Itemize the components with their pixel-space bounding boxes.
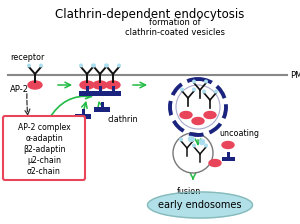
FancyBboxPatch shape — [226, 152, 230, 157]
Text: Clathrin-dependent endocytosis: Clathrin-dependent endocytosis — [55, 8, 245, 21]
Ellipse shape — [106, 81, 120, 89]
Ellipse shape — [80, 81, 94, 89]
Text: early endosomes: early endosomes — [158, 200, 242, 210]
FancyBboxPatch shape — [100, 103, 103, 108]
Text: AP-2: AP-2 — [10, 84, 29, 93]
FancyBboxPatch shape — [3, 116, 85, 180]
Text: σ2-chain: σ2-chain — [27, 167, 61, 176]
Circle shape — [204, 80, 208, 84]
Circle shape — [204, 144, 208, 147]
Text: β2-adaptin: β2-adaptin — [23, 145, 65, 154]
Text: α-adaptin: α-adaptin — [25, 134, 63, 143]
Circle shape — [79, 63, 83, 67]
Text: clathrin: clathrin — [107, 114, 137, 123]
Ellipse shape — [148, 192, 253, 218]
Circle shape — [104, 63, 108, 67]
Text: receptor: receptor — [10, 53, 44, 62]
Circle shape — [188, 136, 194, 142]
FancyBboxPatch shape — [82, 110, 85, 114]
FancyBboxPatch shape — [98, 86, 101, 91]
Circle shape — [192, 144, 196, 147]
Circle shape — [105, 63, 109, 67]
Circle shape — [214, 90, 218, 93]
Circle shape — [202, 90, 206, 93]
Text: fusion: fusion — [177, 187, 201, 196]
FancyBboxPatch shape — [79, 91, 95, 97]
Circle shape — [192, 88, 196, 91]
Ellipse shape — [192, 118, 204, 125]
Circle shape — [92, 63, 96, 67]
Text: uncoating: uncoating — [219, 129, 259, 138]
Ellipse shape — [204, 112, 216, 118]
Circle shape — [27, 63, 31, 67]
Circle shape — [192, 80, 196, 84]
Text: AP-2 complex: AP-2 complex — [18, 123, 70, 132]
Circle shape — [200, 140, 205, 144]
Circle shape — [91, 63, 95, 67]
FancyBboxPatch shape — [112, 86, 115, 91]
FancyBboxPatch shape — [94, 108, 110, 112]
Ellipse shape — [222, 142, 234, 149]
Text: formation of
clathrin-coated vesicles: formation of clathrin-coated vesicles — [125, 18, 225, 37]
Circle shape — [191, 138, 195, 142]
Circle shape — [180, 88, 184, 91]
Text: μ2-chain: μ2-chain — [27, 156, 61, 165]
Ellipse shape — [209, 159, 221, 166]
FancyBboxPatch shape — [105, 91, 121, 97]
Ellipse shape — [180, 112, 192, 118]
Text: PM: PM — [290, 71, 300, 80]
Ellipse shape — [28, 81, 42, 89]
FancyBboxPatch shape — [85, 86, 88, 91]
Circle shape — [39, 63, 43, 67]
FancyBboxPatch shape — [221, 157, 235, 161]
Ellipse shape — [93, 81, 107, 89]
FancyBboxPatch shape — [92, 91, 108, 97]
Circle shape — [117, 63, 121, 67]
FancyBboxPatch shape — [75, 114, 91, 119]
Circle shape — [179, 138, 183, 142]
